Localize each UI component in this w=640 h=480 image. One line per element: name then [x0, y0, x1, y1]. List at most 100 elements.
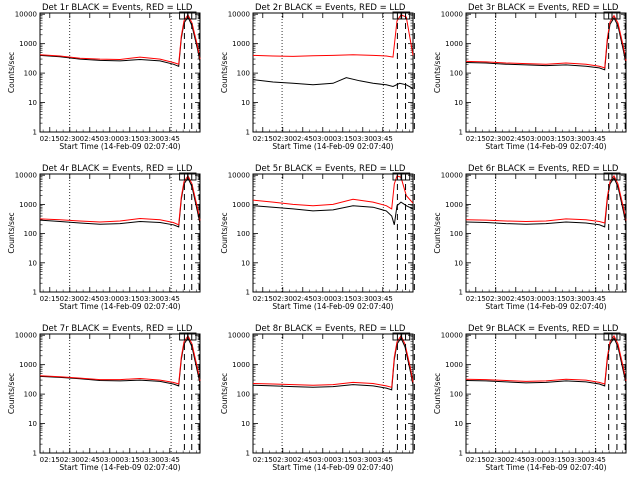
x-tick-label: 03:00: [526, 135, 546, 143]
interval-box: [401, 332, 411, 341]
interval-box: [401, 172, 411, 181]
x-tick-label: 02:15: [466, 456, 486, 464]
y-tick-label: 100: [24, 230, 37, 238]
x-tick-label: 02:15: [253, 456, 273, 464]
y-tick-label: 1: [33, 289, 37, 297]
x-tick-label: 02:30: [486, 456, 506, 464]
x-tick-label: 02:15: [466, 135, 486, 143]
y-tick-label: 100: [237, 70, 250, 78]
x-tick-label: 03:45: [160, 295, 180, 303]
x-tick-label: 02:15: [253, 295, 273, 303]
y-tick-label: 1000: [232, 361, 250, 369]
x-tick-label: 02:45: [293, 295, 313, 303]
interval-box: [392, 172, 402, 181]
panel-title: Det 5r BLACK = Events, RED = LLD: [255, 164, 406, 174]
plot-frame: [465, 12, 627, 133]
interval-box: [187, 332, 197, 341]
y-tick-label: 10: [28, 420, 37, 428]
x-tick-label: 03:45: [586, 456, 606, 464]
lld-series-line: [465, 174, 627, 224]
y-tick-label: 10: [241, 420, 250, 428]
x-axis-label: Start Time (14-Feb-09 02:07:40): [59, 302, 180, 311]
x-tick-label: 03:30: [566, 295, 586, 303]
y-tick-label: 100: [450, 391, 463, 399]
panel-title: Det 7r BLACK = Events, RED = LLD: [42, 324, 193, 334]
events-series-line: [252, 77, 414, 89]
x-axis-label: Start Time (14-Feb-09 02:07:40): [59, 463, 180, 472]
y-tick-label: 100: [24, 391, 37, 399]
x-tick-label: 02:15: [40, 295, 60, 303]
y-tick-label: 1: [459, 129, 463, 137]
x-axis-label: Start Time (14-Feb-09 02:07:40): [59, 142, 180, 151]
x-axis-label: Start Time (14-Feb-09 02:07:40): [272, 142, 393, 151]
interval-box: [187, 172, 197, 181]
plot-frame: [252, 173, 414, 293]
y-tick-label: 10000: [15, 11, 37, 19]
x-tick-label: 03:30: [566, 135, 586, 143]
x-tick-label: 03:00: [100, 295, 120, 303]
x-tick-label: 02:30: [60, 295, 80, 303]
y-axis-label: Counts/sec: [7, 52, 16, 93]
x-tick-label: 03:15: [546, 135, 566, 143]
lld-series-line: [39, 174, 201, 226]
x-tick-label: 03:15: [546, 295, 566, 303]
y-tick-label: 1000: [19, 361, 37, 369]
interval-box: [611, 11, 621, 20]
interval-box: [187, 11, 197, 20]
y-tick-label: 1000: [19, 40, 37, 48]
plot-frame: [39, 12, 201, 133]
x-tick-label: 03:45: [373, 295, 393, 303]
y-tick-label: 10: [454, 99, 463, 107]
panel-title: Det 4r BLACK = Events, RED = LLD: [42, 164, 193, 174]
x-tick-label: 02:30: [486, 135, 506, 143]
plot-frame: [465, 173, 627, 293]
y-tick-label: 1000: [19, 201, 37, 209]
y-tick-label: 10: [241, 259, 250, 267]
y-axis-label: Counts/sec: [433, 373, 442, 414]
x-tick-label: 02:15: [40, 456, 60, 464]
lld-series-line: [252, 14, 414, 58]
y-tick-label: 100: [450, 70, 463, 78]
x-tick-label: 03:00: [526, 456, 546, 464]
x-tick-label: 03:15: [333, 135, 353, 143]
x-tick-label: 03:45: [373, 135, 393, 143]
y-tick-label: 10: [454, 420, 463, 428]
plot-frame: [252, 333, 414, 454]
y-tick-label: 1000: [232, 201, 250, 209]
lld-series-line: [252, 175, 414, 210]
x-tick-label: 03:45: [160, 456, 180, 464]
y-tick-label: 1: [459, 450, 463, 458]
x-tick-label: 03:45: [586, 295, 606, 303]
x-tick-label: 03:15: [120, 135, 140, 143]
panel-title: Det 3r BLACK = Events, RED = LLD: [468, 3, 619, 13]
events-series-line: [39, 176, 201, 228]
x-tick-label: 02:15: [466, 295, 486, 303]
x-tick-label: 03:45: [160, 135, 180, 143]
interval-box: [611, 332, 621, 341]
y-tick-label: 10: [28, 99, 37, 107]
y-axis-label: Counts/sec: [7, 373, 16, 414]
x-tick-label: 03:30: [140, 295, 160, 303]
y-tick-label: 10000: [15, 172, 37, 180]
x-tick-label: 03:45: [586, 135, 606, 143]
x-tick-label: 02:45: [506, 456, 526, 464]
y-tick-label: 1: [246, 450, 250, 458]
y-axis-label: Counts/sec: [220, 52, 229, 93]
x-axis-label: Start Time (14-Feb-09 02:07:40): [272, 463, 393, 472]
interval-box: [611, 172, 621, 181]
y-tick-label: 10000: [441, 332, 463, 340]
x-tick-label: 03:30: [140, 456, 160, 464]
interval-box: [392, 11, 402, 20]
x-tick-label: 02:30: [273, 135, 293, 143]
panel-title: Det 8r BLACK = Events, RED = LLD: [255, 324, 406, 334]
plot-frame: [39, 333, 201, 454]
lld-series-line: [39, 13, 201, 65]
interval-box: [392, 332, 402, 341]
lld-series-line: [252, 334, 414, 388]
x-tick-label: 03:00: [313, 456, 333, 464]
lld-series-line: [465, 334, 627, 385]
x-tick-label: 02:15: [40, 135, 60, 143]
y-tick-label: 1: [246, 289, 250, 297]
x-axis-label: Start Time (14-Feb-09 02:07:40): [485, 142, 606, 151]
